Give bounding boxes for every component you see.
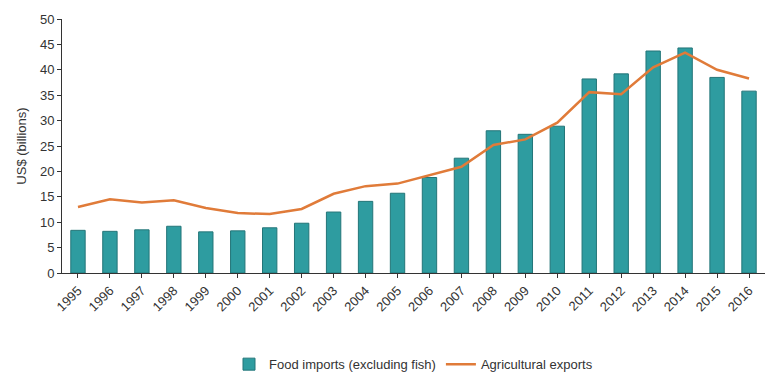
svg-text:2012: 2012: [597, 283, 628, 314]
svg-text:40: 40: [40, 62, 54, 77]
svg-text:2011: 2011: [566, 283, 596, 313]
svg-text:Food imports (excluding fish): Food imports (excluding fish): [269, 357, 436, 372]
svg-text:1997: 1997: [118, 283, 149, 314]
svg-text:2005: 2005: [373, 283, 404, 314]
svg-text:2008: 2008: [469, 283, 500, 314]
svg-text:1999: 1999: [181, 283, 212, 314]
svg-text:45: 45: [40, 37, 54, 52]
svg-text:1998: 1998: [150, 283, 181, 314]
svg-text:2004: 2004: [341, 283, 372, 314]
svg-text:2000: 2000: [213, 283, 244, 314]
svg-text:50: 50: [40, 12, 54, 27]
svg-text:2007: 2007: [437, 283, 468, 314]
svg-text:2009: 2009: [501, 283, 532, 314]
svg-text:20: 20: [40, 164, 54, 179]
svg-text:15: 15: [40, 189, 54, 204]
svg-text:35: 35: [40, 88, 54, 103]
svg-text:10: 10: [40, 215, 54, 230]
svg-text:2006: 2006: [405, 283, 436, 314]
svg-text:2002: 2002: [277, 283, 308, 314]
svg-text:2013: 2013: [629, 283, 660, 314]
svg-text:30: 30: [40, 113, 54, 128]
svg-text:1996: 1996: [86, 283, 117, 314]
svg-text:5: 5: [47, 240, 54, 255]
svg-text:2016: 2016: [725, 283, 756, 314]
svg-text:2003: 2003: [309, 283, 340, 314]
svg-text:2014: 2014: [661, 283, 692, 314]
svg-text:25: 25: [40, 139, 54, 154]
svg-text:2010: 2010: [533, 283, 564, 314]
svg-text:2015: 2015: [693, 283, 724, 314]
svg-text:US$ (billions): US$ (billions): [14, 107, 29, 184]
svg-text:2001: 2001: [245, 283, 276, 314]
svg-text:Agricultural exports: Agricultural exports: [481, 357, 593, 372]
svg-text:0: 0: [47, 266, 54, 281]
svg-text:1995: 1995: [54, 283, 85, 314]
